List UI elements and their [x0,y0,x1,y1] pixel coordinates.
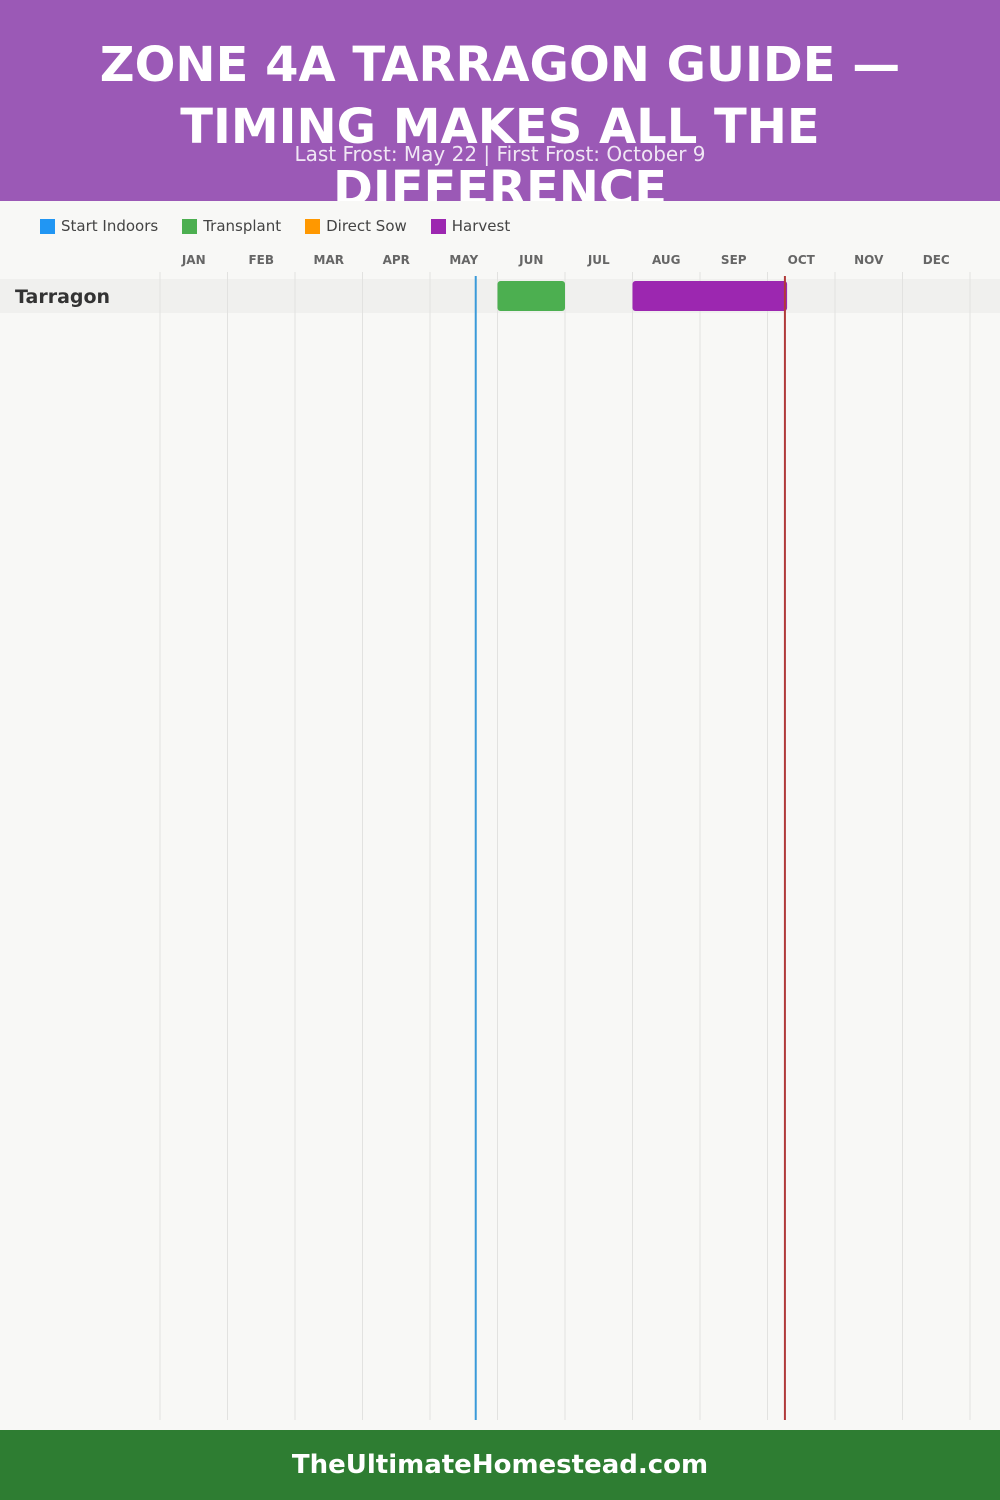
legend-label: Harvest [451,217,511,235]
legend-item-transplant: Transplant [182,217,281,235]
month-label-may: MAY [449,253,478,267]
legend-swatch [305,218,321,234]
legend-label: Transplant [203,217,282,235]
bar-transplant [497,281,565,311]
month-label-mar: MAR [314,253,344,267]
legend-label: Direct Sow [326,217,407,235]
month-label-apr: APR [383,253,410,267]
legend-swatch [40,218,55,234]
legend-swatch [182,218,198,234]
month-label-oct: OCT [788,253,816,267]
month-label-jan: JAN [181,253,206,267]
header-banner: ZONE 4A TARRAGON GUIDE — TIMING MAKES AL… [0,0,1000,201]
page-title: ZONE 4A TARRAGON GUIDE — TIMING MAKES AL… [99,37,901,201]
footer-website: TheUltimateHomestead.com [291,1450,709,1480]
planting-calendar-chart: JAN FEB MAR APR MAY JUN JUL AUG SEP OCT NOV DEC Tarr… [15,253,971,1420]
month-label-nov: NOV [854,253,884,267]
legend-item-start-indoors: Start Indoors [40,217,158,235]
bar-harvest [632,281,788,311]
frost-dates-subtitle: Last Frost: May 22 | First Frost: Octobe… [294,142,706,166]
legend-swatch [430,218,446,234]
legend-item-direct-sow: Direct Sow [305,217,407,235]
month-label-aug: AUG [652,253,681,267]
month-label-jun: JUN [518,253,543,267]
month-label-feb: FEB [248,253,274,267]
month-label-sep: SEP [721,253,747,267]
legend: Start Indoors Transplant Direct Sow Harvest [40,214,534,238]
month-label-dec: DEC [923,253,950,267]
month-label-jul: JUL [587,253,610,267]
footer-banner: TheUltimateHomestead.com [0,1430,1000,1500]
crop-label: Tarragon [15,286,110,308]
legend-label: Start Indoors [61,217,159,235]
legend-item-harvest: Harvest [430,217,511,235]
